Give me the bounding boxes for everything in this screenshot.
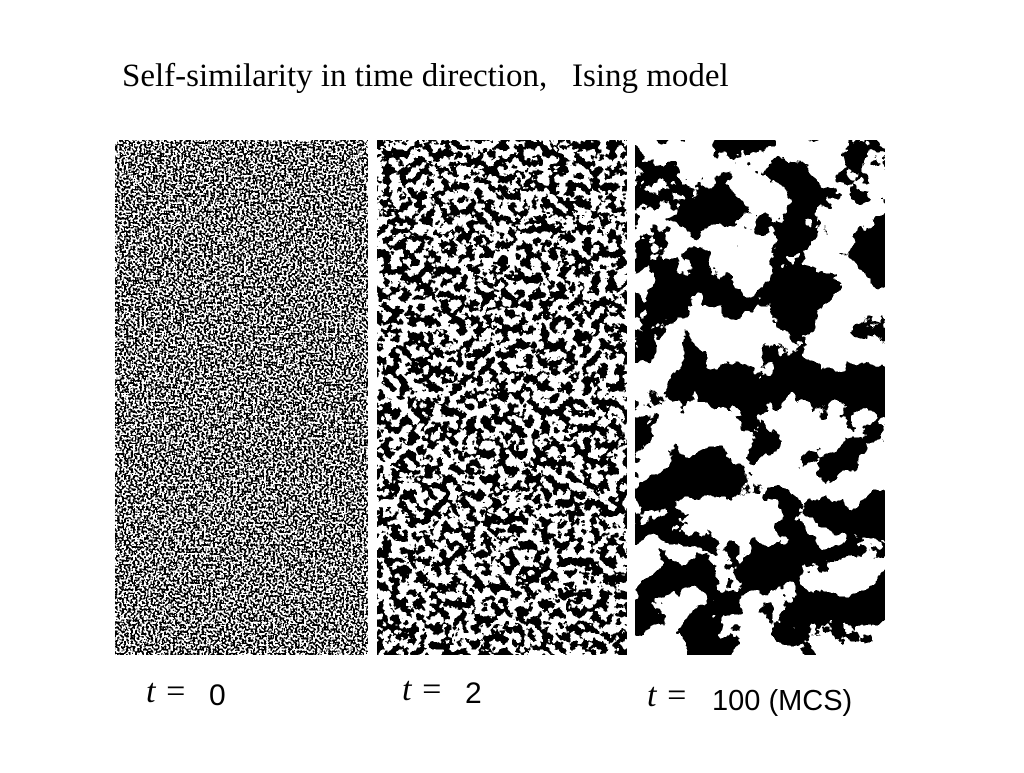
time-value: 0: [209, 679, 226, 712]
lattice-t2: [377, 140, 627, 655]
time-variable: t =: [402, 671, 443, 708]
lattice-t100: [635, 140, 885, 655]
time-value: 100 (MCS): [712, 685, 852, 717]
lattice-t0: [115, 140, 368, 655]
time-value: 2: [465, 677, 482, 710]
time-variable: t =: [647, 677, 688, 714]
time-variable: t =: [146, 673, 187, 710]
slide-title: Self-similarity in time direction, Ising…: [122, 58, 729, 94]
